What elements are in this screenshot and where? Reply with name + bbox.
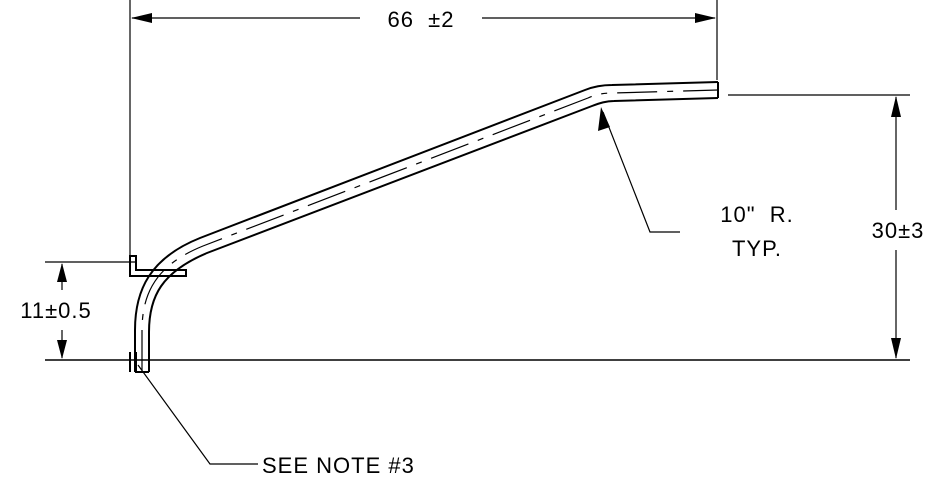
see-note-callout: SEE NOTE #3 [137,364,415,478]
bend-radius-label: 10" R. [720,202,794,227]
pipe-outer-edge [134,81,719,372]
mounting-bracket [129,255,187,372]
arrowhead-base-bottom [57,340,67,359]
bend-radius-callout: 10" R. TYP. [598,107,794,261]
bend-radius-typ-label: TYP. [732,236,782,261]
arrowhead-left [131,13,152,23]
arrowhead-bottom [891,338,901,359]
base-height-dimension: 11±0.5 [20,261,135,359]
overall-width-label: 66 ±2 [387,7,454,32]
bracket-plate [129,255,187,277]
rise-height-label: 30±3 [872,218,925,243]
pipe-inner-edge [148,97,719,372]
arrowhead-top [891,96,901,117]
arrowhead-base-top [57,263,67,282]
rise-height-dimension: 30±3 [728,94,925,359]
see-note-label: SEE NOTE #3 [262,453,415,478]
radius-arrowhead [598,107,610,131]
pipe-centerline [141,89,719,370]
arrowhead-right [695,13,716,23]
rail-pipe [134,81,719,373]
radius-leader-line [602,111,680,233]
base-height-label: 11±0.5 [20,298,92,323]
note-leader-line [137,364,258,465]
overall-width-dimension: 66 ±2 [129,0,718,262]
